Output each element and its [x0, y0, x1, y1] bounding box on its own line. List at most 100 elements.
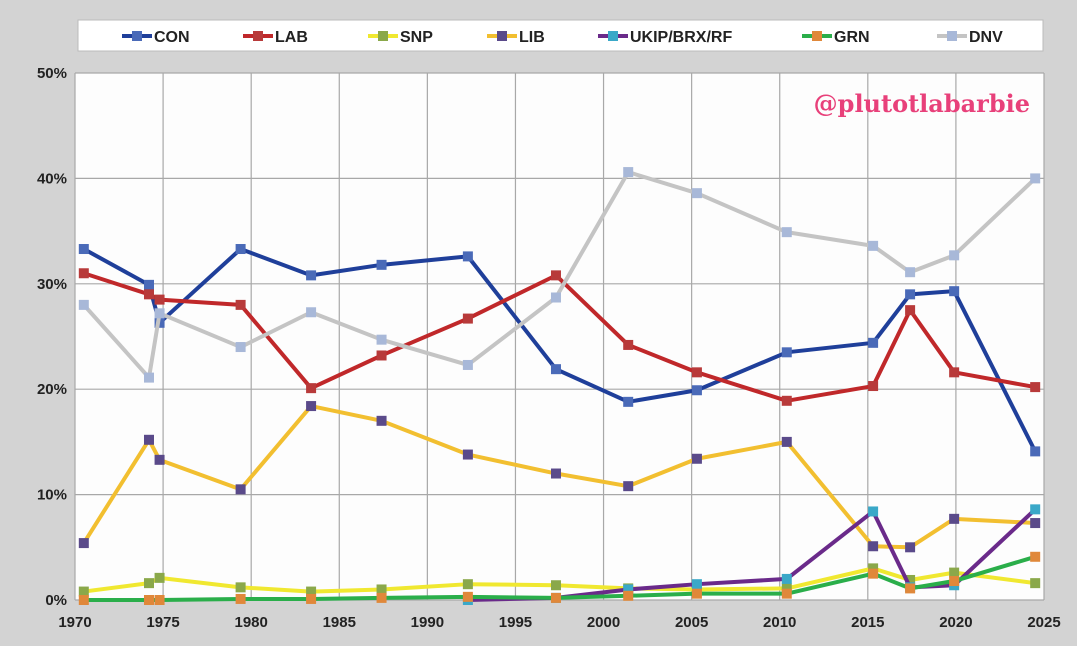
- data-point: [623, 590, 634, 601]
- data-point: [462, 591, 473, 602]
- data-point: [550, 270, 561, 281]
- legend-label: SNP: [400, 29, 433, 46]
- series-lab: [78, 268, 1041, 406]
- x-tick-label: 2020: [939, 614, 972, 631]
- data-point: [949, 250, 960, 261]
- x-tick-label: 1990: [411, 614, 444, 631]
- data-point: [306, 401, 317, 412]
- data-point: [949, 576, 960, 587]
- series-grn: [78, 551, 1041, 605]
- plot-area: [75, 73, 1044, 600]
- data-point: [781, 395, 792, 406]
- x-tick-label: 1980: [234, 614, 267, 631]
- data-point: [905, 305, 916, 316]
- data-point: [235, 582, 246, 593]
- x-tick-label: 2005: [675, 614, 708, 631]
- data-point: [781, 583, 792, 594]
- data-point: [235, 484, 246, 495]
- data-point: [462, 359, 473, 370]
- legend-label: LAB: [275, 29, 308, 46]
- legend-marker: [132, 31, 142, 41]
- data-point: [235, 593, 246, 604]
- y-tick-label: 10%: [37, 487, 67, 504]
- data-point: [623, 584, 634, 595]
- data-point: [623, 481, 634, 492]
- legend-label: UKIP/BRX/RF: [630, 29, 732, 46]
- data-point: [376, 592, 387, 603]
- data-point: [623, 339, 634, 350]
- data-point: [235, 299, 246, 310]
- legend-label: LIB: [519, 29, 545, 46]
- data-point: [1030, 551, 1041, 562]
- legend-marker: [378, 31, 388, 41]
- data-point: [905, 289, 916, 300]
- data-point: [550, 364, 561, 375]
- legend-marker: [253, 31, 263, 41]
- data-point: [154, 595, 165, 605]
- data-point: [868, 563, 879, 574]
- data-point: [376, 259, 387, 270]
- data-point: [1030, 382, 1041, 393]
- data-point: [306, 593, 317, 604]
- data-point: [868, 506, 879, 517]
- x-tick-label: 2010: [763, 614, 796, 631]
- data-point: [1030, 504, 1041, 515]
- data-point: [143, 372, 154, 383]
- y-tick-label: 40%: [37, 170, 67, 187]
- data-point: [691, 188, 702, 199]
- data-point: [691, 579, 702, 590]
- data-point: [691, 453, 702, 464]
- data-point: [550, 292, 561, 303]
- legend-marker: [608, 31, 618, 41]
- data-point: [235, 244, 246, 255]
- data-point: [1030, 518, 1041, 529]
- data-point: [154, 308, 165, 319]
- x-tick-label: 1995: [499, 614, 532, 631]
- y-tick-label: 0%: [45, 592, 67, 609]
- data-point: [306, 586, 317, 597]
- legend-label: DNV: [969, 29, 1003, 46]
- y-tick-label: 50%: [37, 65, 67, 82]
- data-point: [376, 334, 387, 345]
- data-point: [78, 586, 89, 597]
- data-point: [154, 572, 165, 583]
- data-point: [462, 579, 473, 590]
- data-point: [376, 415, 387, 426]
- data-point: [78, 268, 89, 279]
- data-point: [143, 289, 154, 300]
- data-point: [868, 337, 879, 348]
- data-point: [550, 592, 561, 603]
- data-point: [949, 367, 960, 378]
- data-point: [78, 299, 89, 310]
- data-point: [78, 538, 89, 549]
- data-point: [306, 307, 317, 318]
- data-point: [691, 367, 702, 378]
- data-point: [691, 588, 702, 599]
- data-point: [462, 449, 473, 460]
- data-point: [781, 347, 792, 358]
- legend-marker: [947, 31, 957, 41]
- data-point: [306, 383, 317, 394]
- data-point: [78, 244, 89, 255]
- data-point: [905, 574, 916, 585]
- data-point: [143, 595, 154, 605]
- x-tick-label: 2025: [1027, 614, 1060, 631]
- data-point: [154, 454, 165, 465]
- x-tick-label: 1970: [58, 614, 91, 631]
- y-tick-label: 20%: [37, 381, 67, 398]
- data-point: [143, 578, 154, 589]
- data-point: [691, 385, 702, 396]
- x-tick-label: 2000: [587, 614, 620, 631]
- data-point: [905, 542, 916, 553]
- y-tick-label: 30%: [37, 276, 67, 293]
- data-point: [781, 436, 792, 447]
- data-point: [376, 584, 387, 595]
- data-point: [781, 573, 792, 584]
- data-point: [868, 541, 879, 552]
- legend-marker: [497, 31, 507, 41]
- series-lib: [78, 401, 1041, 553]
- data-point: [623, 167, 634, 178]
- data-point: [1030, 173, 1041, 184]
